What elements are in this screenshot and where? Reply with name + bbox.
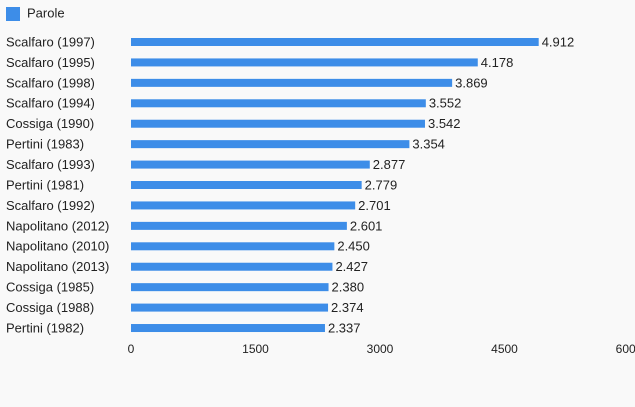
value-label: 3.869 — [455, 75, 488, 90]
y-tick-label: Cossiga (1990) — [6, 116, 94, 131]
value-label: 2.877 — [373, 157, 406, 172]
value-label: 3.542 — [428, 116, 461, 131]
y-tick-label: Scalfaro (1994) — [6, 96, 95, 111]
bar — [131, 324, 325, 333]
y-tick-label: Napolitano (2013) — [6, 259, 109, 274]
y-tick-label: Pertini (1982) — [6, 320, 84, 335]
x-tick-label: 0 — [128, 342, 135, 356]
bar — [131, 262, 333, 271]
y-tick-label: Pertini (1983) — [6, 137, 84, 152]
value-label: 2.380 — [332, 280, 365, 295]
value-label: 4.178 — [481, 55, 514, 70]
bar — [131, 181, 362, 190]
value-label: 2.701 — [358, 198, 391, 213]
value-label: 2.374 — [331, 300, 364, 315]
value-label: 2.427 — [335, 259, 368, 274]
value-label: 2.601 — [350, 218, 383, 233]
value-label: 3.354 — [412, 137, 445, 152]
x-tick-label: 4500 — [491, 342, 518, 356]
y-tick-label: Cossiga (1988) — [6, 300, 94, 315]
y-tick-label: Cossiga (1985) — [6, 280, 94, 295]
y-tick-label: Napolitano (2012) — [6, 218, 109, 233]
legend-label: Parole — [27, 5, 65, 20]
y-tick-label: Scalfaro (1993) — [6, 157, 95, 172]
bar — [131, 58, 478, 67]
bar — [131, 38, 539, 46]
y-tick-label: Napolitano (2010) — [6, 239, 109, 254]
value-label: 2.337 — [328, 320, 361, 335]
y-tick-label: Scalfaro (1995) — [6, 55, 95, 70]
bar — [131, 221, 347, 230]
x-tick-label: 6000 — [616, 342, 635, 356]
y-tick-label: Scalfaro (1998) — [6, 75, 95, 90]
bar — [131, 119, 425, 128]
x-tick-label: 1500 — [242, 342, 269, 356]
value-label: 4.912 — [542, 34, 575, 49]
value-label: 2.779 — [365, 177, 398, 192]
y-tick-label: Pertini (1981) — [6, 177, 84, 192]
bar — [131, 78, 453, 87]
y-tick-label: Scalfaro (1997) — [6, 34, 95, 49]
y-tick-label: Scalfaro (1992) — [6, 198, 95, 213]
value-label: 2.450 — [337, 239, 370, 254]
x-tick-label: 3000 — [367, 342, 394, 356]
legend-swatch — [6, 7, 20, 21]
bar — [131, 160, 370, 169]
bar — [131, 140, 410, 149]
bar — [131, 283, 329, 292]
bar — [131, 99, 426, 108]
bar — [131, 242, 335, 251]
bar — [131, 201, 356, 210]
value-label: 3.552 — [429, 96, 462, 111]
bar — [131, 303, 329, 312]
